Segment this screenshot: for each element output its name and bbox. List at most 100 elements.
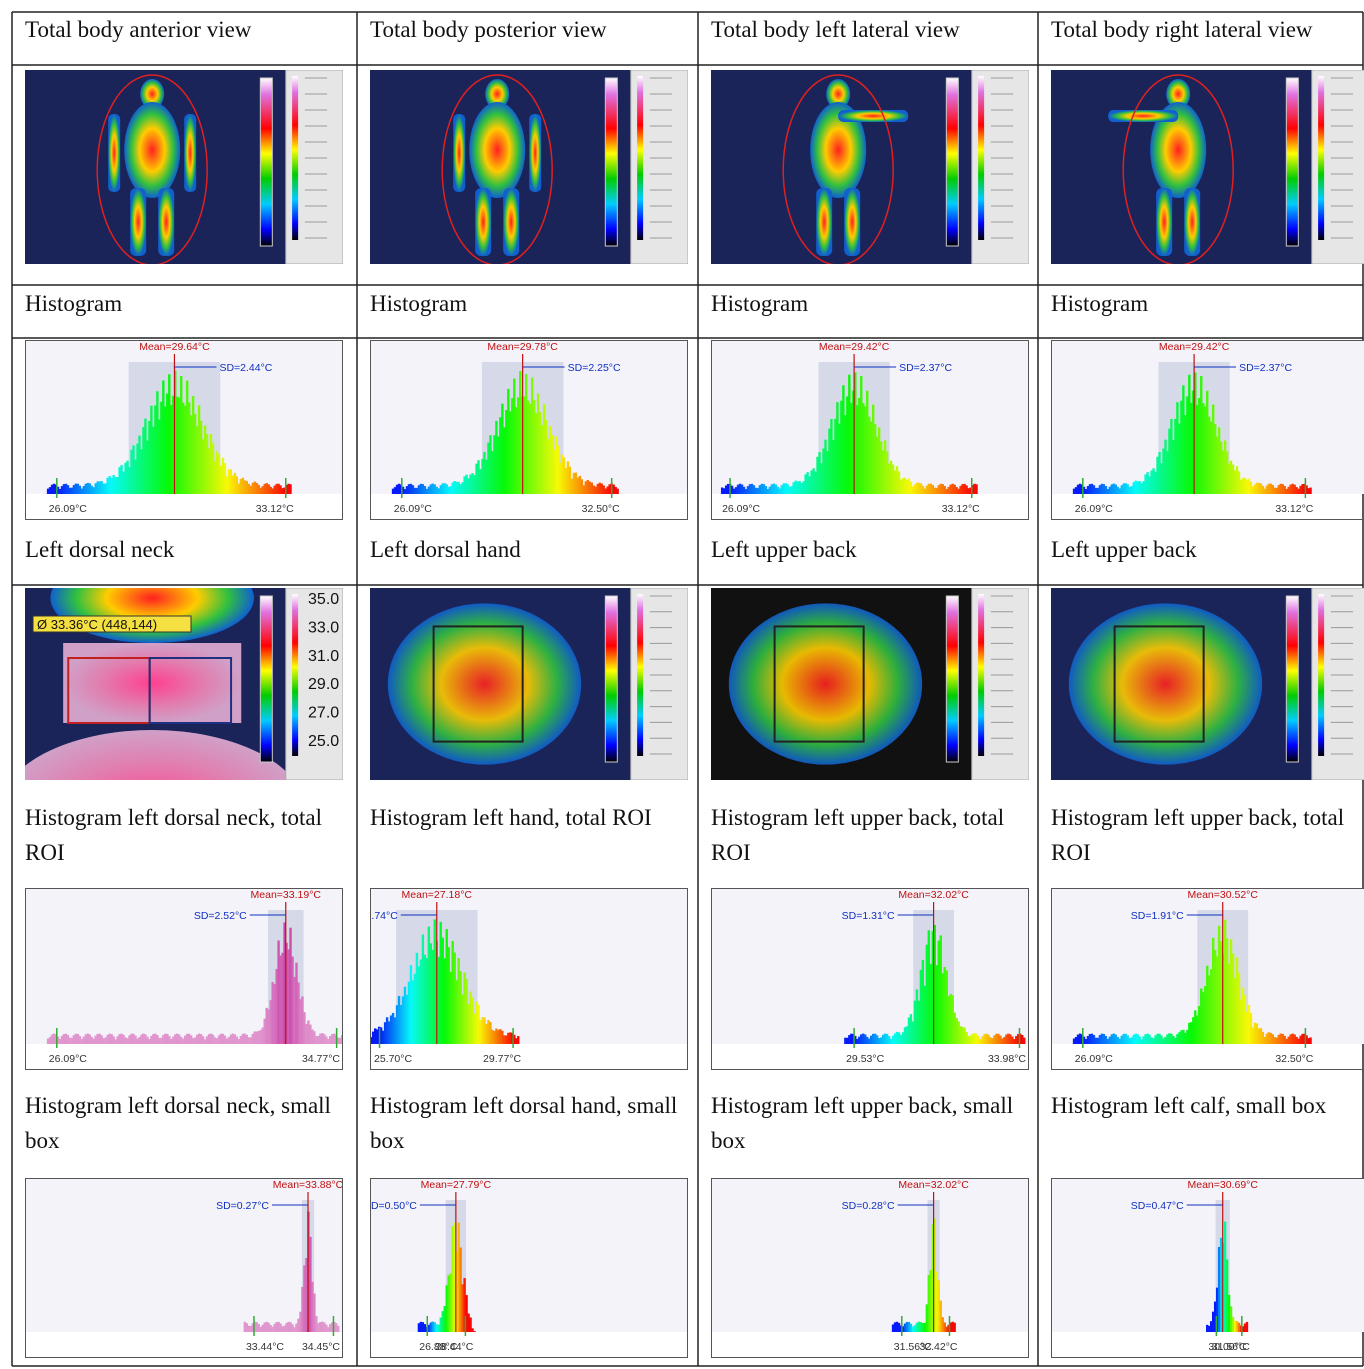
left-leg [816, 188, 832, 256]
small-box-label: Histogram left dorsal hand, small box [370, 1088, 685, 1158]
max-label: 32.50°C [582, 503, 620, 515]
sd-label: SD=2.25°C [568, 362, 621, 374]
region-label: Left upper back [711, 532, 1025, 567]
column-title: Total body anterior view [25, 12, 354, 47]
max-label: 29.77°C [483, 1053, 521, 1065]
min-label: 29.53°C [846, 1053, 884, 1065]
column-title: Total body posterior view [370, 12, 695, 47]
page: Thermal imaging histograms body { margin… [0, 0, 1364, 1369]
left-leg [475, 188, 491, 256]
max-label: 33.12°C [256, 503, 294, 515]
torso [124, 102, 180, 198]
scale-label: 29.0 [308, 676, 339, 693]
scale-label: 31.0 [308, 648, 339, 665]
histogram-label: Histogram [370, 286, 685, 321]
plot-area [1052, 1179, 1364, 1332]
region [1069, 603, 1262, 764]
right-leg [158, 188, 174, 256]
mean-label: Mean=29.78°C [487, 341, 558, 353]
scale-gradient [978, 76, 984, 240]
mean-label: Mean=33.19°C [251, 889, 322, 901]
right-arm [529, 114, 541, 192]
region-label: Left dorsal neck [25, 532, 344, 567]
column-title: Total body left lateral view [711, 12, 1035, 47]
max-label: 33.98°C [988, 1053, 1026, 1065]
torso [469, 102, 525, 198]
min-label: 26.09°C [394, 503, 432, 515]
scale-gradient [637, 76, 643, 240]
scale-gradient [637, 594, 643, 756]
region [729, 603, 922, 764]
sd-label: SD=2.52°C [194, 910, 247, 922]
max-label: 34.45°C [302, 1341, 340, 1353]
color-bar [946, 596, 958, 762]
left-arm [453, 114, 465, 192]
color-bar [605, 596, 617, 762]
mean-label: Mean=30.69°C [1187, 1179, 1258, 1191]
histogram: Mean=32.02°CSD=1.31°C 29.53°C 33.98°C [711, 888, 1029, 1070]
neck [63, 643, 241, 723]
max-label: 31.56°C [1212, 1341, 1250, 1353]
color-bar [260, 596, 272, 762]
sd-label: SD=0.28°C [842, 1200, 895, 1212]
sd-label: SD=2.37°C [899, 362, 952, 374]
min-label: 26.09°C [49, 503, 87, 515]
min-label: 26.09°C [722, 503, 760, 515]
left-leg [1156, 188, 1172, 256]
max-label: 28.44°C [435, 1341, 473, 1353]
scale-label: 35.0 [308, 591, 339, 608]
thermal-image: Ø 33.36°C (448,144)35.033.031.029.027.02… [25, 588, 343, 780]
total-roi-label: Histogram left upper back, total ROI [1051, 800, 1350, 870]
right-leg [1184, 188, 1200, 256]
small-box-label: Histogram left dorsal neck, small box [25, 1088, 344, 1158]
column-title: Total body right lateral view [1051, 12, 1360, 47]
color-bar [1286, 78, 1298, 246]
mean-label: Mean=33.88°C [273, 1179, 343, 1191]
max-label: 34.77°C [302, 1053, 340, 1065]
sd-label: SD=0.27°C [216, 1200, 269, 1212]
sd-label: SD=1.74°C [370, 910, 398, 922]
thermal-image [1051, 70, 1364, 264]
scale-gradient [292, 76, 298, 240]
scale-gradient [292, 594, 298, 756]
mean-label: Mean=29.42°C [1159, 341, 1230, 353]
sd-label: SD=0.50°C [370, 1200, 417, 1212]
histogram: Mean=30.52°CSD=1.91°C 26.09°C 32.50°C [1051, 888, 1364, 1070]
mean-label: Mean=27.18°C [402, 889, 473, 901]
small-box-label: Histogram left upper back, small box [711, 1088, 1025, 1158]
right-arm [184, 114, 196, 192]
scale-label: 25.0 [308, 733, 339, 750]
total-roi-label: Histogram left upper back, total ROI [711, 800, 1025, 870]
mean-label: Mean=32.02°C [898, 889, 969, 901]
sd-label: SD=0.47°C [1131, 1200, 1184, 1212]
histogram: Mean=29.78°C SD=2.25°C 26.09°C 32.50°C [370, 340, 688, 520]
min-label: 26.09°C [49, 1053, 87, 1065]
sd-label: SD=1.31°C [842, 910, 895, 922]
histogram-label: Histogram [1051, 286, 1350, 321]
scale-gradient [1318, 76, 1324, 240]
color-bar [1286, 596, 1298, 762]
sd-label: SD=2.37°C [1239, 362, 1292, 374]
scale-gradient [978, 594, 984, 756]
thermal-image [25, 70, 343, 264]
min-label: 33.44°C [246, 1341, 284, 1353]
plot-area [371, 1179, 687, 1332]
small-box-label: Histogram left calf, small box [1051, 1088, 1350, 1123]
max-label: 32.50°C [1275, 1053, 1313, 1065]
sd-label: SD=1.91°C [1131, 910, 1184, 922]
right-leg [503, 188, 519, 256]
histogram: Mean=27.18°C SD=1.74°C 25.70°C 29.77°C [370, 888, 688, 1070]
min-label: 26.09°C [1075, 1053, 1113, 1065]
histogram: Mean=29.42°CSD=2.37°C26.09°C33.12°C [711, 340, 1029, 520]
total-roi-label: Histogram left dorsal neck, total ROI [25, 800, 344, 870]
thermal-image [370, 588, 688, 780]
region-label: Left dorsal hand [370, 532, 685, 567]
color-bar [605, 78, 617, 246]
mean-label: Mean=30.52°C [1187, 889, 1258, 901]
max-label: 33.12°C [942, 503, 980, 515]
min-label: 26.09°C [1075, 503, 1113, 515]
histogram: Mean=32.02°CSD=0.28°C31.56°C32.42°C [711, 1178, 1029, 1358]
min-label: 25.70°C [374, 1053, 412, 1065]
page-body: {"columns": [ {"title": "Total body ante… [0, 0, 1364, 1369]
